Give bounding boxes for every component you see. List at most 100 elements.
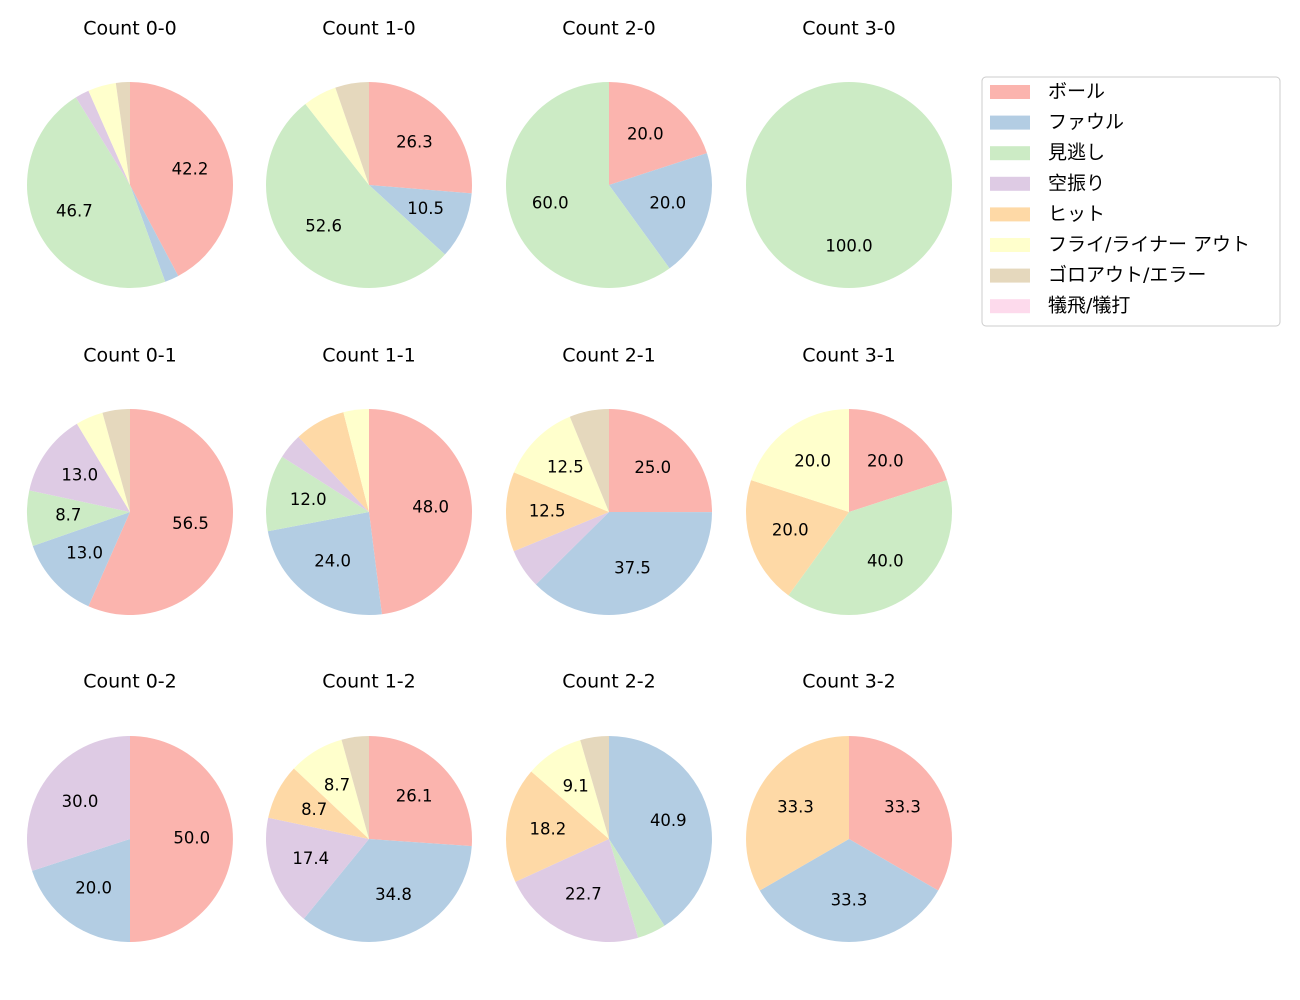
pie-slice — [745, 736, 849, 891]
value-label: 52.6 — [305, 217, 342, 236]
chart-title: Count 1-1 — [322, 345, 416, 367]
pie-slice — [26, 490, 130, 547]
value-label: 25.0 — [634, 458, 671, 477]
chart-title: Count 3-0 — [802, 18, 896, 40]
pie-slice — [751, 409, 849, 512]
pie-slice — [580, 736, 609, 839]
pie-slice — [759, 839, 939, 942]
legend-swatch — [990, 115, 1030, 130]
pie-slice — [609, 839, 665, 938]
value-label: 56.5 — [172, 514, 209, 533]
value-label: 33.3 — [777, 798, 814, 817]
legend-label: フライ/ライナー アウト — [1048, 234, 1250, 256]
chart-title: Count 2-2 — [562, 671, 656, 693]
value-label: 20.0 — [867, 452, 904, 471]
value-label: 26.3 — [396, 133, 433, 152]
pie-slice — [513, 512, 609, 585]
value-label: 20.0 — [794, 452, 831, 471]
value-label: 24.0 — [314, 551, 351, 570]
chart-title: Count 1-2 — [322, 671, 416, 693]
value-label: 46.7 — [56, 201, 93, 220]
pie-slice — [293, 739, 369, 839]
pie-slice — [746, 82, 952, 288]
pie-slice — [267, 512, 382, 615]
pie-slice — [268, 768, 369, 839]
value-label: 9.1 — [563, 776, 589, 795]
chart-title: Count 3-1 — [802, 345, 896, 367]
pie-slice — [88, 82, 130, 185]
value-label: 33.3 — [884, 798, 921, 817]
value-label: 12.5 — [547, 458, 584, 477]
value-label: 12.5 — [529, 501, 566, 520]
legend-swatch — [990, 238, 1030, 252]
chart-title: Count 0-0 — [83, 18, 177, 40]
value-label: 37.5 — [614, 559, 651, 578]
value-label: 20.0 — [649, 194, 686, 213]
value-label: 30.0 — [62, 792, 99, 811]
pie-slice — [535, 512, 712, 615]
pie-slice — [27, 97, 166, 288]
legend-label: 空振り — [1048, 172, 1105, 194]
chart-title: Count 3-2 — [802, 671, 896, 693]
pie-slice — [369, 82, 472, 194]
value-label: 20.0 — [627, 125, 664, 144]
pie-slice — [746, 480, 849, 596]
pie-slice — [506, 82, 670, 288]
value-label: 8.7 — [301, 800, 327, 819]
pie-slice — [76, 412, 130, 512]
value-label: 50.0 — [173, 829, 210, 848]
pie-slice — [849, 736, 952, 891]
pie-slice — [32, 512, 130, 607]
chart-title: Count 2-0 — [562, 18, 656, 40]
value-label: 48.0 — [412, 498, 449, 517]
value-label: 13.0 — [61, 466, 98, 485]
legend-frame — [981, 76, 1281, 327]
pie-slice — [26, 736, 130, 871]
value-label: 26.1 — [396, 786, 433, 805]
legend-label: ヒット — [1048, 203, 1105, 225]
pie-slice — [130, 185, 179, 282]
value-label: 42.2 — [172, 160, 209, 179]
legend-swatch — [990, 299, 1030, 314]
value-label: 40.9 — [650, 811, 687, 830]
pie-slice — [609, 153, 712, 269]
legend-label: ファウル — [1048, 111, 1124, 133]
chart-title: Count 2-1 — [562, 345, 656, 367]
pie-slice — [506, 771, 609, 882]
legend-label: ボール — [1048, 81, 1105, 103]
chart-title: Count 0-1 — [83, 345, 177, 367]
value-label: 8.7 — [55, 505, 81, 524]
legend-swatch — [990, 176, 1030, 191]
pie-slice — [569, 409, 609, 512]
value-label: 20.0 — [772, 521, 809, 540]
pie-slice — [303, 839, 472, 943]
pie-slice — [369, 736, 472, 847]
pie-slice — [130, 736, 233, 942]
pie-slice — [266, 456, 369, 532]
pie-slice — [305, 87, 369, 185]
pie-slice — [266, 817, 369, 919]
pie-slice — [115, 82, 130, 185]
pie-slice — [130, 82, 233, 277]
pie-slice — [609, 82, 707, 185]
value-label: 20.0 — [75, 878, 112, 897]
pie-slice — [29, 423, 130, 512]
pie-slice — [369, 185, 472, 255]
value-label: 100.0 — [825, 236, 872, 255]
pie-slice — [265, 104, 445, 289]
pie-slice — [513, 416, 609, 512]
value-label: 33.3 — [831, 890, 868, 909]
pie-slice — [506, 472, 609, 552]
pie-slice — [788, 480, 952, 615]
value-label: 17.4 — [292, 849, 329, 868]
legend-swatch — [990, 268, 1030, 283]
pie-slice — [343, 409, 369, 512]
value-label: 34.8 — [375, 885, 412, 904]
pie-slice — [369, 409, 472, 615]
value-label: 13.0 — [66, 543, 103, 562]
legend-swatch — [990, 207, 1030, 222]
legend-swatch — [990, 146, 1030, 161]
pie-slice — [102, 409, 130, 512]
